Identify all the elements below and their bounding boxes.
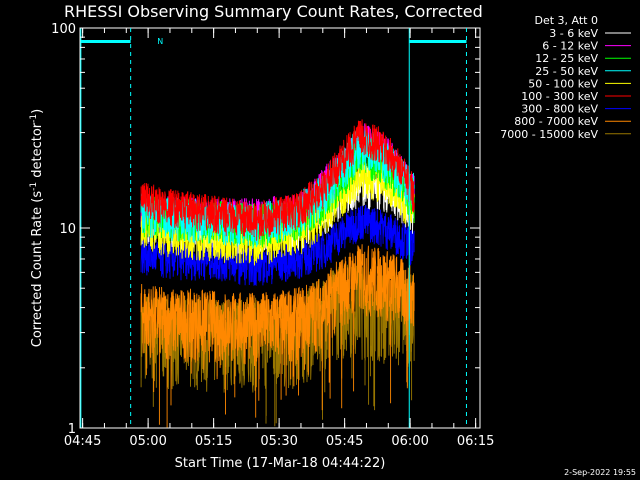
night-bar-left <box>80 40 131 43</box>
y-tick-label: 100 <box>51 22 76 37</box>
x-tick-label: 05:15 <box>195 434 232 449</box>
x-tick-label: 05:00 <box>129 434 166 449</box>
y-axis-label: Corrected Count Rate (s-1 detector-1) <box>29 109 45 347</box>
y-tick-label: 10 <box>59 222 76 237</box>
plot-area: N <box>79 27 481 429</box>
x-tick-label: 04:45 <box>64 434 101 449</box>
x-tick-label: 06:00 <box>391 434 428 449</box>
legend-entry-label: 300 - 800 keV <box>521 103 598 116</box>
legend-entry-label: 100 - 300 keV <box>521 90 598 103</box>
legend-entry-label: 800 - 7000 keV <box>514 115 598 128</box>
legend-entry-label: 6 - 12 keV <box>542 40 598 53</box>
legend-entry-label: 25 - 50 keV <box>535 65 598 78</box>
y-axis-label-mid: detector <box>30 122 45 182</box>
legend-entry-label: 7000 - 15000 keV <box>500 128 598 141</box>
attenuator-marker-label: N <box>157 37 163 46</box>
y-tick-label: 1 <box>68 422 76 437</box>
legend-entry-label: 3 - 6 keV <box>549 27 598 40</box>
y-axis-label-end: ) <box>30 109 45 114</box>
x-tick-label: 05:45 <box>326 434 363 449</box>
legend-header: Det 3, Att 0 <box>535 14 599 27</box>
night-bar-right <box>409 40 467 43</box>
y-axis-ticks: 1 10 100 <box>51 22 480 437</box>
footer-timestamp: 2-Sep-2022 19:55 <box>564 468 636 477</box>
x-tick-label: 05:30 <box>260 434 297 449</box>
legend-entry-label: 50 - 100 keV <box>528 77 598 90</box>
y-axis-label-main: Corrected Count Rate (s <box>30 191 45 348</box>
y-axis-label-sup1: -1 <box>29 182 39 191</box>
series-trace-800-7000kev <box>140 244 415 428</box>
x-axis-ticks: 04:45 05:00 05:15 05:30 05:45 06:00 06:15 <box>64 28 494 449</box>
x-axis-label: Start Time (17-Mar-18 04:44:22) <box>175 456 386 471</box>
x-tick-label: 06:15 <box>457 434 494 449</box>
series-trace-100-300kev <box>140 119 415 241</box>
chart-title: RHESSI Observing Summary Count Rates, Co… <box>64 2 483 21</box>
series-trace-300-800kev <box>140 204 415 286</box>
y-axis-label-sup2: -1 <box>29 114 39 123</box>
legend-entry-label: 12 - 25 keV <box>535 52 598 65</box>
